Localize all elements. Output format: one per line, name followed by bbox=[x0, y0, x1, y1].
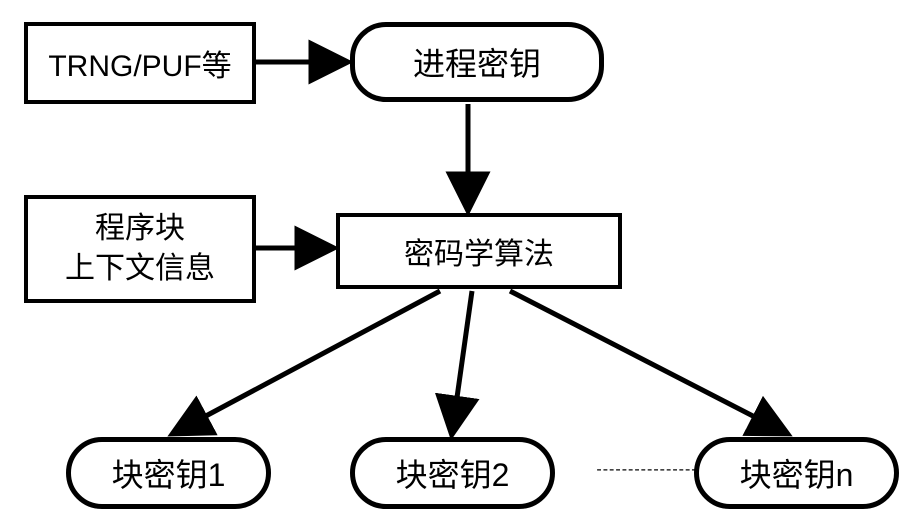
block-key-1-label: 块密钥1 bbox=[112, 450, 226, 496]
edge-crypto-key1 bbox=[174, 291, 440, 433]
block-key-1-box: 块密钥1 bbox=[66, 437, 271, 509]
trng-puf-label: TRNG/PUF等 bbox=[48, 41, 231, 85]
block-key-2-box: 块密钥2 bbox=[350, 437, 555, 509]
process-key-box: 进程密钥 bbox=[350, 22, 604, 102]
edge-crypto-keyn bbox=[510, 291, 786, 433]
block-key-2-label: 块密钥2 bbox=[396, 450, 510, 496]
context-label: 程序块 上下文信息 bbox=[65, 209, 215, 290]
context-box: 程序块 上下文信息 bbox=[24, 195, 256, 303]
crypto-algorithm-label: 密码学算法 bbox=[404, 229, 554, 273]
block-key-n-box: 块密钥n bbox=[694, 437, 899, 509]
block-key-n-label: 块密钥n bbox=[740, 450, 854, 496]
edge-crypto-key2 bbox=[452, 291, 472, 433]
ellipsis-label: ---------------- bbox=[596, 461, 697, 479]
crypto-algorithm-box: 密码学算法 bbox=[336, 213, 622, 289]
trng-puf-box: TRNG/PUF等 bbox=[24, 22, 256, 104]
process-key-label: 进程密钥 bbox=[413, 39, 541, 85]
